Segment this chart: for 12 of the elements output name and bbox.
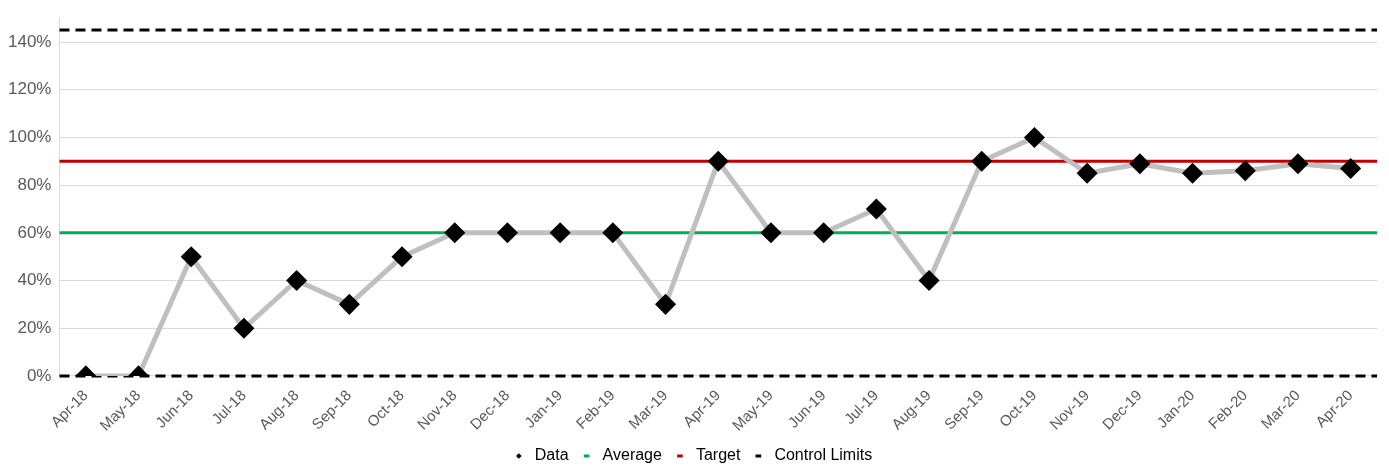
legend-label: Target xyxy=(695,446,741,464)
legend-label: Average xyxy=(602,446,663,464)
y-tick-label: 60% xyxy=(17,222,52,242)
legend-label: Control Limits xyxy=(774,446,873,464)
y-tick-label: 140% xyxy=(8,31,52,51)
y-tick-label: 80% xyxy=(17,174,52,194)
y-tick-label: 40% xyxy=(17,270,52,290)
y-tick-label: 120% xyxy=(8,79,52,99)
y-tick-label: 0% xyxy=(26,365,52,385)
y-tick-label: 20% xyxy=(17,317,52,337)
y-tick-label: 100% xyxy=(8,127,52,147)
legend-label: Data xyxy=(534,446,569,464)
